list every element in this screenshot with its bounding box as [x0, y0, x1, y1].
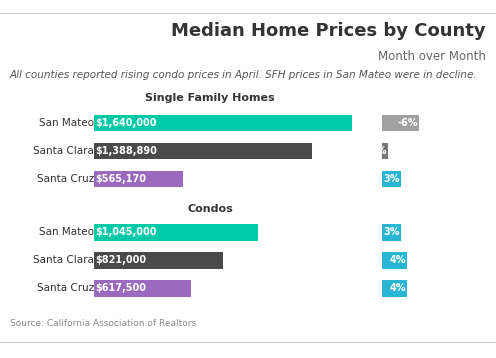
Bar [382, 224, 401, 241]
Bar [94, 143, 312, 159]
Text: San Mateo: San Mateo [39, 118, 94, 128]
Text: $821,000: $821,000 [95, 256, 146, 265]
Text: $1,045,000: $1,045,000 [95, 227, 157, 237]
Bar [94, 224, 258, 241]
Text: All counties reported rising condo prices in April. SFH prices in San Mateo were: All counties reported rising condo price… [10, 70, 478, 80]
Bar [94, 252, 223, 268]
Text: Condos: Condos [187, 204, 233, 214]
Text: 3%: 3% [383, 174, 400, 184]
Bar [382, 143, 388, 159]
Text: 3%: 3% [383, 227, 400, 237]
Text: Santa Cruz: Santa Cruz [37, 174, 94, 184]
Text: Month over Month: Month over Month [378, 50, 486, 63]
Text: $1,388,890: $1,388,890 [95, 146, 157, 156]
Text: Santa Clara: Santa Clara [33, 146, 94, 156]
Text: San Mateo: San Mateo [39, 227, 94, 237]
Bar [382, 252, 407, 268]
Text: 4%: 4% [389, 256, 406, 265]
Text: $1,640,000: $1,640,000 [95, 118, 157, 128]
Text: -6%: -6% [398, 118, 418, 128]
Text: 4%: 4% [389, 284, 406, 294]
Bar [94, 280, 191, 297]
Text: Single Family Homes: Single Family Homes [145, 93, 275, 102]
Text: $565,170: $565,170 [95, 174, 146, 184]
Text: Median Home Prices by County: Median Home Prices by County [172, 22, 486, 40]
Text: -1%: -1% [367, 146, 387, 156]
Bar [382, 115, 419, 131]
Bar [382, 171, 401, 188]
Bar [94, 171, 183, 188]
Bar [382, 280, 407, 297]
Text: Santa Clara: Santa Clara [33, 256, 94, 265]
Text: Santa Cruz: Santa Cruz [37, 284, 94, 294]
Text: $617,500: $617,500 [95, 284, 146, 294]
Text: Source: California Association of Realtors: Source: California Association of Realto… [10, 319, 196, 329]
Bar [94, 115, 352, 131]
